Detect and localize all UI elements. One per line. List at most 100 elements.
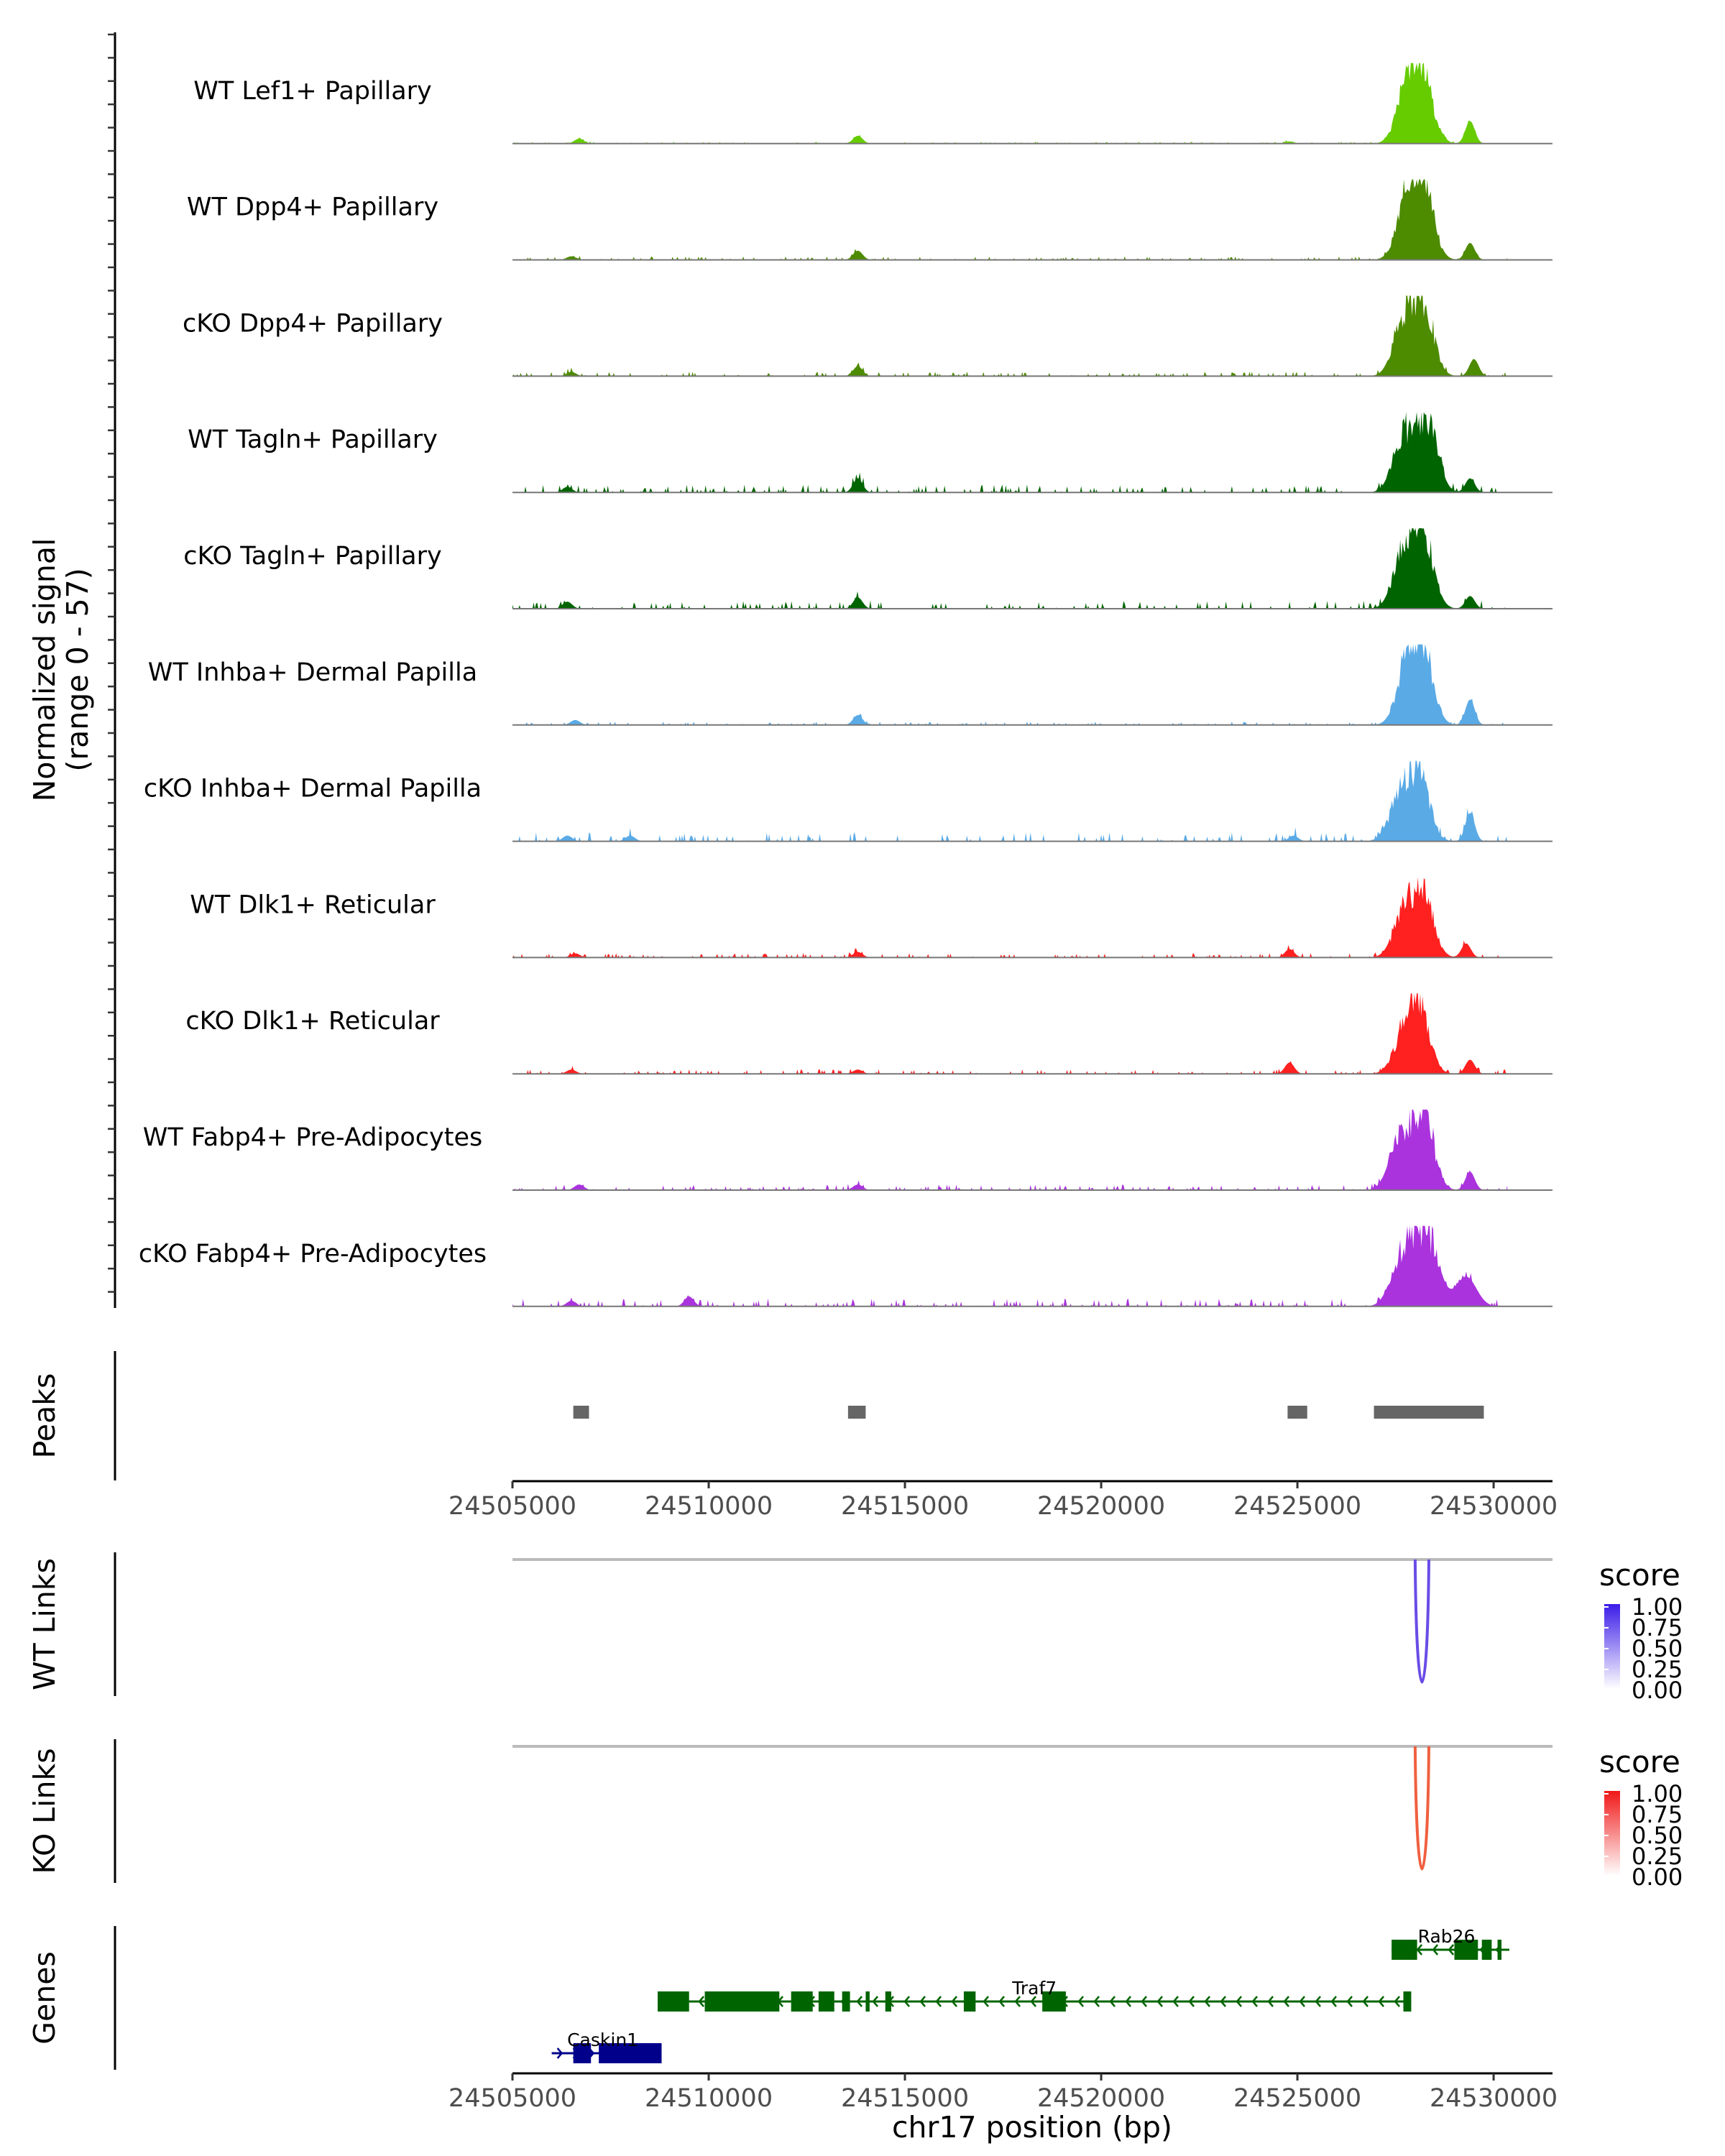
strand-chevron <box>1030 1996 1036 2007</box>
x-axis-lower-tick-label: 24530000 <box>1430 2084 1558 2113</box>
x-axis-lower-tick-label: 24505000 <box>448 2084 576 2113</box>
gene-exon <box>791 1991 813 2012</box>
ko-link-arc <box>1413 1746 1430 1871</box>
coverage-area <box>512 760 1508 842</box>
coverage-y-label-line2: (range 0 - 57) <box>60 568 95 771</box>
strand-chevron <box>1172 1996 1179 2007</box>
strand-chevron <box>919 1996 926 2007</box>
gene-exon <box>1403 1991 1412 2012</box>
strand-chevron <box>1156 1996 1163 2007</box>
score-legend-tick-label: 0.75 <box>1632 1614 1683 1641</box>
coverage-track: cKO Tagln+ Papillary <box>183 528 1552 609</box>
coverage-track: cKO Dpp4+ Papillary <box>183 295 1552 377</box>
coverage-area <box>512 63 1508 144</box>
strand-chevron <box>1315 1996 1321 2007</box>
coverage-track-label: WT Tagln+ Papillary <box>188 425 438 454</box>
wt-score-legend-ticks: 1.000.750.500.250.00 <box>1604 1593 1683 1704</box>
score-legend-tick-label: 0.25 <box>1632 1843 1683 1870</box>
strand-chevron <box>1394 1996 1400 2007</box>
coverage-track-label: cKO Tagln+ Papillary <box>183 542 442 571</box>
score-legend-tick-label: 0.50 <box>1632 1822 1683 1849</box>
gene-exon <box>818 1991 834 2012</box>
gene-model: Rab26 <box>1392 1926 1509 1960</box>
strand-chevron <box>556 2047 564 2059</box>
peaks-label: Peaks <box>27 1373 62 1459</box>
strand-chevron <box>1378 1996 1384 2007</box>
x-axis-upper-tick-label: 24525000 <box>1233 1492 1361 1521</box>
genes-panel: Genes Rab26 Traf7 Caskin1 24505000 24510000… <box>27 1926 1558 2145</box>
strand-chevron <box>1432 1944 1439 1955</box>
ko-links-label: KO Links <box>27 1748 62 1874</box>
gene-exon <box>1392 1940 1417 1960</box>
gene-exon <box>842 1991 850 2012</box>
strand-chevron <box>1251 1996 1258 2007</box>
coverage-track: WT Dlk1+ Reticular <box>190 877 1552 959</box>
gene-exon <box>885 1991 891 2012</box>
x-axis-upper-tick-label: 24520000 <box>1037 1492 1165 1521</box>
coverage-area <box>512 1110 1508 1190</box>
coverage-track-label: WT Fabp4+ Pre-Adipocytes <box>143 1123 482 1152</box>
wt-links-panel: WT Links score 1.000.750.500.250.00 <box>27 1552 1683 1704</box>
wt-link-arc <box>1413 1559 1430 1684</box>
coverage-track-label: WT Dlk1+ Reticular <box>190 890 436 919</box>
strand-chevron <box>1188 1996 1195 2007</box>
coverage-track: WT Inhba+ Dermal Papilla <box>148 644 1552 726</box>
coverage-tracks: WT Lef1+ Papillary WT Dpp4+ Papillary cKO … <box>139 63 1552 1307</box>
ko-score-legend-ticks: 1.000.750.500.250.00 <box>1604 1780 1683 1891</box>
strand-chevron <box>1014 1996 1021 2007</box>
gene-exon <box>865 1991 870 2012</box>
gene-exon <box>658 1991 689 2012</box>
ko-links-panel: KO Links score 1.000.750.500.250.00 <box>27 1739 1683 1891</box>
coverage-track-label: cKO Inhba+ Dermal Papilla <box>144 775 482 803</box>
strand-chevron <box>1204 1996 1210 2007</box>
x-axis-lower-tick-label: 24520000 <box>1037 2084 1165 2113</box>
gene-name-label: Caskin1 <box>567 2030 638 2050</box>
strand-chevron <box>1299 1996 1305 2007</box>
peak-region <box>847 1406 866 1419</box>
gene-model: Traf7 <box>658 1978 1412 2012</box>
coverage-track-label: WT Inhba+ Dermal Papilla <box>148 658 477 687</box>
strand-chevron <box>1283 1996 1289 2007</box>
coverage-track-label: WT Lef1+ Papillary <box>193 77 432 106</box>
strand-chevron <box>872 1996 878 2007</box>
gene-exon <box>704 1991 780 2012</box>
score-legend-tick-label: 0.00 <box>1632 1677 1683 1704</box>
coverage-track: cKO Inhba+ Dermal Papilla <box>144 760 1552 842</box>
coverage-y-ticks <box>108 33 115 1293</box>
wt-links-label: WT Links <box>27 1558 62 1690</box>
gene-name-label: Traf7 <box>1011 1978 1057 1999</box>
ko-score-legend-title: score <box>1599 1744 1680 1779</box>
strand-chevron <box>951 1996 957 2007</box>
links-panels: WT Links score 1.000.750.500.250.00 KO L… <box>27 1552 1683 1891</box>
strand-chevron <box>1362 1996 1368 2007</box>
strand-chevron <box>1236 1996 1242 2007</box>
coverage-track: WT Fabp4+ Pre-Adipocytes <box>143 1110 1552 1191</box>
score-legend-tick-label: 1.00 <box>1632 1780 1683 1807</box>
x-axis-lower-tick-label: 24510000 <box>645 2084 773 2113</box>
score-legend-tick-label: 0.50 <box>1632 1635 1683 1662</box>
wt-score-legend-title: score <box>1599 1557 1680 1593</box>
strand-chevron <box>1267 1996 1274 2007</box>
wt-score-colorbar <box>1604 1604 1620 1689</box>
strand-chevron <box>1141 1996 1147 2007</box>
x-axis-label: chr17 position (bp) <box>892 2110 1172 2145</box>
ko-score-legend: score 1.000.750.500.250.00 <box>1599 1744 1683 1891</box>
strand-chevron <box>1330 1996 1337 2007</box>
x-axis-lower-tick-label: 24515000 <box>841 2084 969 2113</box>
gene-model: Caskin1 <box>551 2030 662 2063</box>
gene-exon <box>573 2043 592 2063</box>
strand-chevron <box>698 1996 704 2007</box>
strand-chevron <box>983 1996 989 2007</box>
coverage-track-label: cKO Dlk1+ Reticular <box>185 1007 440 1036</box>
strand-chevron <box>935 1996 942 2007</box>
score-legend-tick-label: 1.00 <box>1632 1593 1683 1621</box>
x-axis-upper-tick-label: 24515000 <box>841 1492 969 1521</box>
gene-exon <box>1481 1940 1492 1960</box>
coverage-panel: Normalized signal (range 0 - 57) WT Lef1… <box>27 32 1552 1308</box>
coverage-y-label-line1: Normalized signal <box>27 538 62 802</box>
coverage-track: cKO Fabp4+ Pre-Adipocytes <box>139 1225 1552 1307</box>
strand-chevron <box>1125 1996 1131 2007</box>
gene-name-label: Rab26 <box>1418 1926 1476 1947</box>
coverage-track-label: WT Dpp4+ Papillary <box>187 193 438 222</box>
strand-chevron <box>1346 1996 1353 2007</box>
